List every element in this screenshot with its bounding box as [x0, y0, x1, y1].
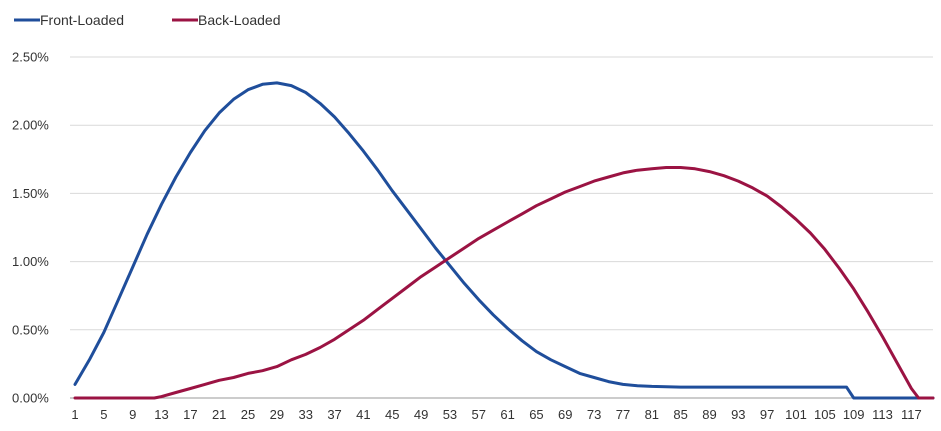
y-tick-label: 1.50% [12, 186, 49, 201]
gridlines [70, 56, 933, 331]
x-tick-label: 89 [702, 407, 716, 422]
x-tick-label: 25 [241, 407, 255, 422]
x-tick-label: 9 [129, 407, 136, 422]
x-tick-label: 77 [616, 407, 630, 422]
series-line-back-loaded [73, 166, 935, 400]
x-tick-label: 5 [100, 407, 107, 422]
y-tick-label: 2.50% [12, 50, 49, 65]
x-tick-label: 41 [356, 407, 370, 422]
x-tick-label: 69 [558, 407, 572, 422]
legend-label: Back-Loaded [198, 12, 281, 28]
series-layer [73, 81, 935, 400]
y-tick-label: 1.00% [12, 254, 49, 269]
y-tick-label: 2.00% [12, 118, 49, 133]
x-tick-label: 117 [901, 407, 922, 422]
x-tick-label: 37 [327, 407, 341, 422]
y-axis: 0.00% 0.50% 1.00% 1.50% 2.00% 2.50% [12, 50, 49, 406]
x-tick-label: 65 [529, 407, 543, 422]
x-tick-label: 13 [154, 407, 168, 422]
x-tick-label: 93 [731, 407, 745, 422]
x-tick-label: 21 [212, 407, 226, 422]
x-tick-label: 97 [760, 407, 774, 422]
x-tick-label: 53 [443, 407, 457, 422]
x-tick-label: 61 [500, 407, 514, 422]
x-tick-label: 105 [814, 407, 836, 422]
legend: Front-Loaded Back-Loaded [14, 12, 281, 28]
x-tick-label: 1 [71, 407, 78, 422]
x-tick-label: 49 [414, 407, 428, 422]
x-tick-label: 81 [645, 407, 659, 422]
x-tick-label: 73 [587, 407, 601, 422]
x-tick-label: 33 [298, 407, 312, 422]
y-tick-label: 0.50% [12, 322, 49, 337]
x-tick-label: 113 [872, 407, 893, 422]
legend-label: Front-Loaded [40, 12, 124, 28]
x-axis: 1 5 9 13 17 21 25 29 33 37 41 45 49 53 57 61 65 69 73 77 81 8… [70, 397, 933, 422]
series-line-front-loaded [73, 81, 935, 400]
x-tick-label: 101 [785, 407, 807, 422]
x-tick-label: 17 [183, 407, 197, 422]
x-tick-label: 45 [385, 407, 399, 422]
x-tick-label: 29 [270, 407, 284, 422]
x-tick-label: 109 [843, 407, 865, 422]
x-tick-label: 57 [472, 407, 486, 422]
x-tick-label: 85 [673, 407, 687, 422]
y-tick-label: 0.00% [12, 391, 49, 406]
